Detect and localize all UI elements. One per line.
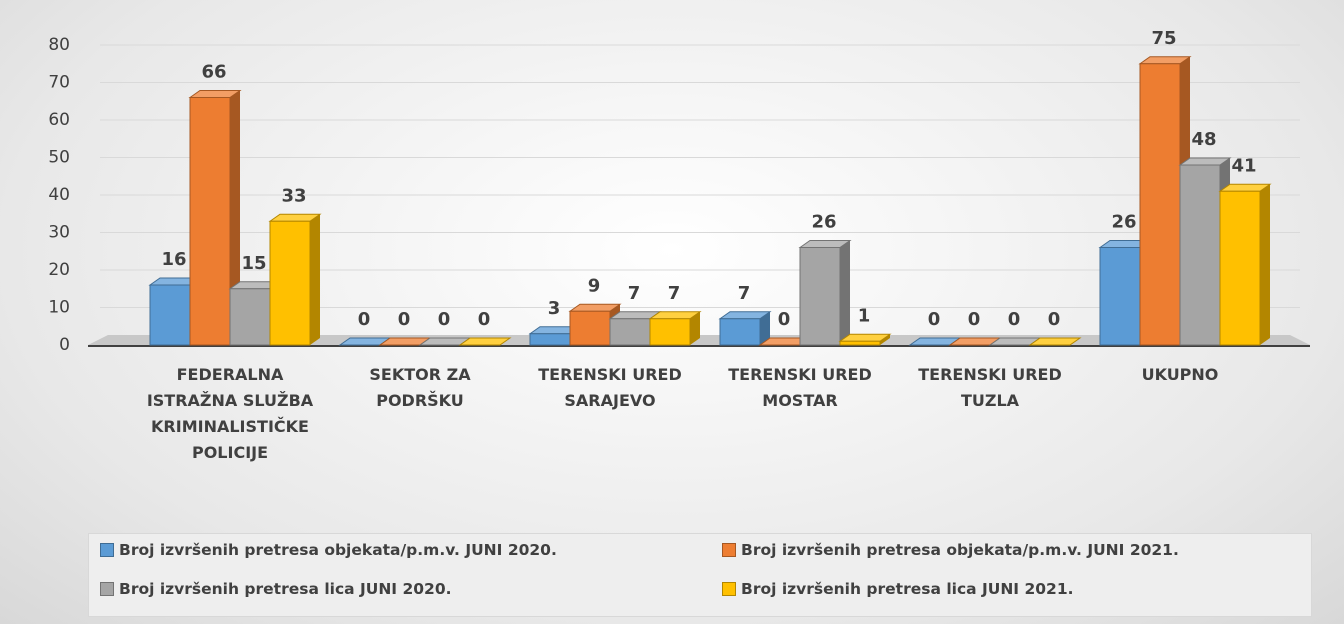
y-tick-label: 50 xyxy=(48,148,70,168)
y-tick-label: 0 xyxy=(59,335,70,355)
value-label: 41 xyxy=(1231,155,1256,176)
value-label: 0 xyxy=(438,309,451,330)
value-label: 26 xyxy=(1111,212,1136,233)
value-label: 16 xyxy=(161,249,186,270)
bar-side xyxy=(1260,184,1270,345)
bar xyxy=(149,284,191,346)
x-tick-label: TERENSKI URED SARAJEVO xyxy=(538,365,682,410)
value-label: 0 xyxy=(478,309,491,330)
y-tick-label: 30 xyxy=(48,223,70,243)
bar xyxy=(189,97,231,346)
value-label: 0 xyxy=(778,309,791,330)
bar xyxy=(1219,190,1261,346)
y-tick-label: 20 xyxy=(48,260,70,280)
value-label: 0 xyxy=(398,309,411,330)
value-label: 0 xyxy=(968,309,981,330)
x-tick-label: SEKTOR ZA PODRŠKU xyxy=(369,365,471,410)
y-tick-label: 40 xyxy=(48,185,70,205)
value-label: 33 xyxy=(281,185,306,206)
legend-item: Broj izvršenih pretresa lica JUNI 2020. xyxy=(100,580,452,598)
legend-label: Broj izvršenih pretresa objekata/p.m.v. … xyxy=(741,541,1179,559)
bar xyxy=(569,310,611,346)
bar-side xyxy=(840,240,850,345)
x-tick-label: FEDERALNA ISTRAŽNA SLUŽBA KRIMINALISTIČK… xyxy=(146,365,314,462)
legend-label: Broj izvršenih pretresa lica JUNI 2020. xyxy=(119,580,452,598)
y-tick-label: 80 xyxy=(48,35,70,55)
bar xyxy=(799,247,841,346)
value-label: 1 xyxy=(858,305,871,326)
legend-swatch xyxy=(100,582,114,596)
legend-label: Broj izvršenih pretresa objekata/p.m.v. … xyxy=(119,541,557,559)
value-label: 0 xyxy=(1008,309,1021,330)
y-tick-label: 70 xyxy=(48,73,70,93)
bar xyxy=(839,340,881,346)
y-tick-label: 10 xyxy=(48,298,70,318)
value-label: 0 xyxy=(928,309,941,330)
y-tick-label: 60 xyxy=(48,110,70,130)
value-label: 7 xyxy=(628,283,641,304)
bar-side xyxy=(310,214,320,345)
legend-item: Broj izvršenih pretresa lica JUNI 2021. xyxy=(722,580,1074,598)
bar xyxy=(529,333,571,346)
legend xyxy=(88,533,1312,617)
value-label: 0 xyxy=(1048,309,1061,330)
value-label: 7 xyxy=(668,283,681,304)
bar xyxy=(1179,164,1221,346)
bar xyxy=(269,220,311,346)
bar xyxy=(229,288,271,346)
x-tick-label: TERENSKI URED MOSTAR xyxy=(728,365,872,410)
value-label: 7 xyxy=(738,283,751,304)
value-label: 75 xyxy=(1151,28,1176,49)
value-label: 0 xyxy=(358,309,371,330)
bar xyxy=(1099,247,1141,346)
legend-swatch xyxy=(100,543,114,557)
bar-side xyxy=(690,311,700,345)
bar-side xyxy=(880,334,890,345)
value-label: 9 xyxy=(588,275,601,296)
legend-label: Broj izvršenih pretresa lica JUNI 2021. xyxy=(741,580,1074,598)
legend-item: Broj izvršenih pretresa objekata/p.m.v. … xyxy=(100,541,557,559)
bar xyxy=(719,318,761,346)
value-label: 15 xyxy=(241,253,266,274)
bar xyxy=(649,318,691,346)
value-label: 3 xyxy=(548,298,561,319)
bar xyxy=(609,318,651,346)
value-label: 26 xyxy=(811,212,836,233)
bar-side xyxy=(230,90,240,345)
legend-item: Broj izvršenih pretresa objekata/p.m.v. … xyxy=(722,541,1179,559)
x-tick-label: UKUPNO xyxy=(1141,365,1219,384)
value-label: 66 xyxy=(201,62,226,83)
legend-swatch xyxy=(722,543,736,557)
value-label: 48 xyxy=(1191,129,1216,150)
bar-side xyxy=(760,311,770,345)
bar xyxy=(1139,63,1181,346)
legend-swatch xyxy=(722,582,736,596)
x-tick-label: TERENSKI URED TUZLA xyxy=(918,365,1062,410)
